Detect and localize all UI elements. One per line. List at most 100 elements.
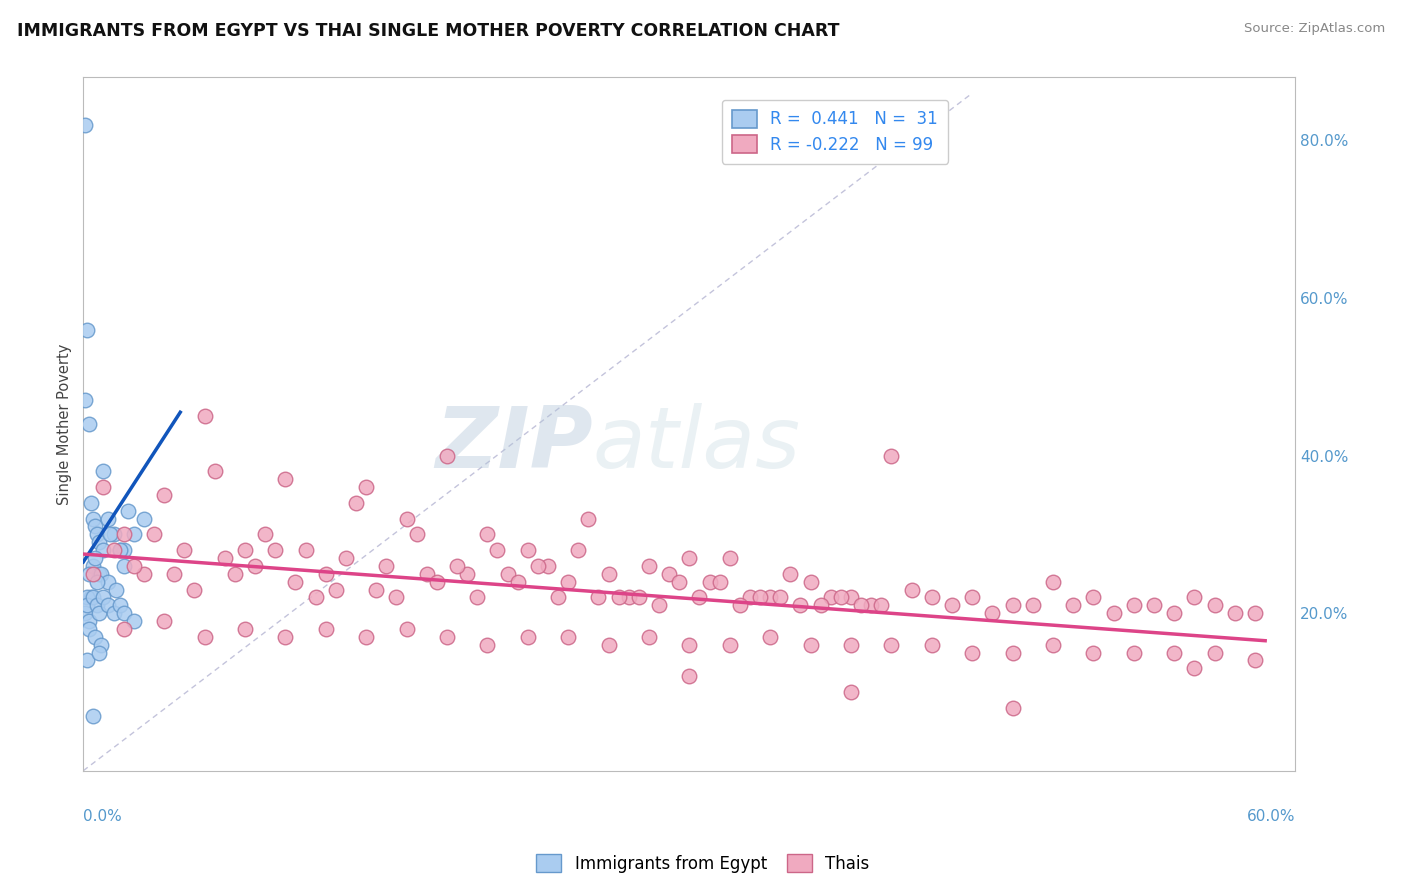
Point	[315, 566, 337, 581]
Point	[79, 566, 101, 581]
Point	[557, 630, 579, 644]
Point	[627, 591, 650, 605]
Point	[84, 519, 107, 533]
Point	[354, 480, 377, 494]
Point	[112, 543, 135, 558]
Point	[254, 527, 277, 541]
Point	[395, 511, 418, 525]
Point	[880, 638, 903, 652]
Point	[143, 527, 166, 541]
Point	[193, 630, 215, 644]
Point	[122, 614, 145, 628]
Point	[588, 591, 610, 605]
Point	[89, 606, 111, 620]
Text: IMMIGRANTS FROM EGYPT VS THAI SINGLE MOTHER POVERTY CORRELATION CHART: IMMIGRANTS FROM EGYPT VS THAI SINGLE MOT…	[17, 22, 839, 40]
Point	[79, 622, 101, 636]
Point	[718, 638, 741, 652]
Point	[738, 591, 761, 605]
Point	[921, 591, 943, 605]
Point	[1102, 606, 1125, 620]
Point	[75, 606, 97, 620]
Point	[658, 566, 681, 581]
Point	[93, 480, 115, 494]
Point	[849, 599, 872, 613]
Y-axis label: Single Mother Poverty: Single Mother Poverty	[58, 343, 72, 505]
Point	[1163, 606, 1185, 620]
Point	[465, 591, 488, 605]
Point	[436, 449, 458, 463]
Point	[516, 543, 538, 558]
Point	[82, 558, 104, 573]
Point	[749, 591, 772, 605]
Point	[385, 591, 408, 605]
Point	[779, 566, 801, 581]
Point	[122, 527, 145, 541]
Point	[830, 591, 852, 605]
Point	[132, 511, 155, 525]
Point	[1223, 606, 1246, 620]
Point	[82, 591, 104, 605]
Point	[1122, 599, 1144, 613]
Point	[638, 630, 661, 644]
Point	[688, 591, 710, 605]
Point	[103, 606, 125, 620]
Point	[344, 496, 367, 510]
Point	[233, 543, 256, 558]
Point	[224, 566, 246, 581]
Point	[668, 574, 690, 589]
Point	[79, 417, 101, 431]
Point	[84, 630, 107, 644]
Point	[416, 566, 439, 581]
Point	[1122, 646, 1144, 660]
Point	[90, 566, 112, 581]
Point	[709, 574, 731, 589]
Point	[274, 630, 297, 644]
Point	[122, 558, 145, 573]
Point	[839, 638, 862, 652]
Point	[335, 551, 357, 566]
Point	[214, 551, 236, 566]
Point	[598, 638, 620, 652]
Point	[839, 591, 862, 605]
Point	[93, 591, 115, 605]
Point	[405, 527, 427, 541]
Point	[516, 630, 538, 644]
Point	[153, 614, 176, 628]
Point	[89, 566, 111, 581]
Point	[76, 599, 98, 613]
Point	[112, 558, 135, 573]
Point	[233, 622, 256, 636]
Point	[527, 558, 550, 573]
Point	[557, 574, 579, 589]
Point	[80, 591, 103, 605]
Point	[86, 574, 108, 589]
Point	[96, 511, 118, 525]
Point	[728, 599, 751, 613]
Point	[506, 574, 529, 589]
Point	[1143, 599, 1166, 613]
Point	[183, 582, 205, 597]
Point	[900, 582, 922, 597]
Point	[243, 558, 266, 573]
Point	[90, 638, 112, 652]
Point	[547, 591, 569, 605]
Point	[496, 566, 519, 581]
Point	[759, 591, 782, 605]
Point	[132, 566, 155, 581]
Point	[839, 685, 862, 699]
Point	[769, 591, 792, 605]
Point	[617, 591, 640, 605]
Point	[82, 708, 104, 723]
Point	[103, 543, 125, 558]
Point	[800, 574, 823, 589]
Point	[96, 599, 118, 613]
Point	[638, 558, 661, 573]
Point	[103, 527, 125, 541]
Point	[1204, 646, 1226, 660]
Point	[98, 527, 121, 541]
Point	[84, 551, 107, 566]
Point	[1204, 599, 1226, 613]
Point	[80, 496, 103, 510]
Point	[274, 472, 297, 486]
Point	[960, 591, 983, 605]
